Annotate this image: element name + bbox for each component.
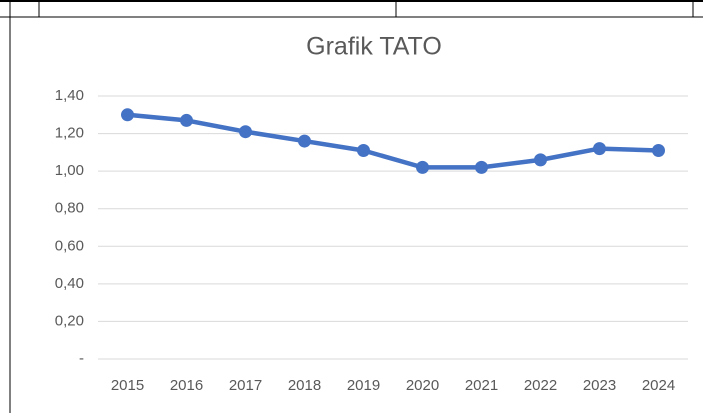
x-tick-label: 2024 — [642, 377, 675, 394]
chart-title: Grafik TATO — [306, 33, 442, 61]
data-point — [652, 143, 665, 157]
x-tick-label: 2019 — [347, 377, 380, 394]
data-point — [239, 125, 252, 139]
data-point — [534, 153, 547, 167]
y-tick-label: 0,40 — [55, 275, 84, 292]
y-tick-label: 1,00 — [55, 162, 84, 179]
data-point — [121, 108, 134, 122]
data-point — [593, 142, 606, 156]
y-tick-label: - — [79, 350, 84, 367]
series-line — [125, 112, 661, 170]
y-tick-label: 0,60 — [55, 237, 84, 254]
x-tick-label: 2020 — [406, 377, 439, 394]
data-point — [475, 160, 488, 174]
x-tick-label: 2021 — [465, 377, 498, 394]
x-tick-label: 2022 — [524, 377, 557, 394]
x-tick-label: 2015 — [111, 377, 144, 394]
x-tick-label: 2023 — [583, 377, 616, 394]
x-tick-label: 2018 — [288, 377, 321, 394]
data-point — [180, 113, 193, 127]
y-tick-label: 0,80 — [55, 200, 84, 217]
x-tick-label: 2016 — [170, 377, 203, 394]
y-tick-label: 0,20 — [55, 312, 84, 329]
data-point — [416, 160, 429, 174]
y-tick-label: 1,20 — [55, 125, 84, 142]
y-tick-label: 1,40 — [55, 87, 84, 104]
x-tick-label: 2017 — [229, 377, 262, 394]
data-point — [298, 134, 311, 148]
data-point — [357, 143, 370, 157]
